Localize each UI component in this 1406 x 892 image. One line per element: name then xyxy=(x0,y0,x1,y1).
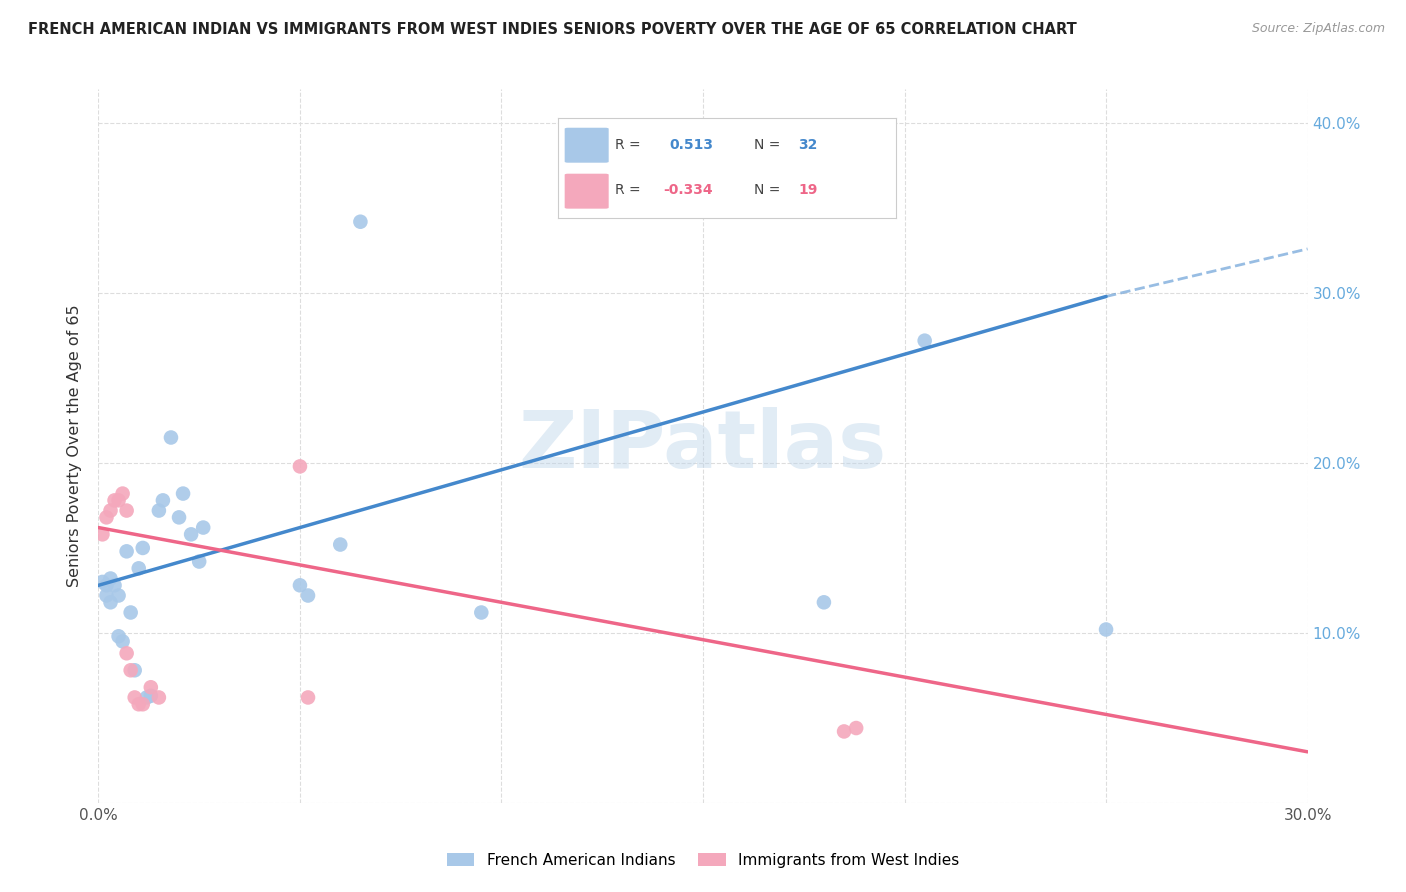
Point xyxy=(91,527,114,541)
Point xyxy=(132,698,155,712)
Point xyxy=(120,606,142,620)
Point xyxy=(193,520,215,534)
Point xyxy=(139,689,162,703)
Point xyxy=(128,561,150,575)
Point xyxy=(107,493,129,508)
Text: ZIPatlas: ZIPatlas xyxy=(519,407,887,485)
Point xyxy=(148,503,170,517)
Legend: French American Indians, Immigrants from West Indies: French American Indians, Immigrants from… xyxy=(439,845,967,875)
Point xyxy=(96,578,118,592)
Point xyxy=(96,589,118,603)
Point xyxy=(96,510,118,524)
Point xyxy=(135,690,157,705)
Point xyxy=(160,430,183,444)
Point xyxy=(167,510,190,524)
Point xyxy=(100,595,122,609)
Point xyxy=(132,541,155,555)
Point xyxy=(470,606,492,620)
Point xyxy=(120,663,142,677)
Point xyxy=(288,459,311,474)
Point xyxy=(103,578,125,592)
Point xyxy=(115,544,138,558)
Point xyxy=(100,572,122,586)
Point xyxy=(128,698,150,712)
Point xyxy=(107,629,129,643)
Point xyxy=(188,555,211,569)
Point xyxy=(297,690,319,705)
Point xyxy=(103,493,125,508)
Point xyxy=(100,503,122,517)
Point xyxy=(115,503,138,517)
Y-axis label: Seniors Poverty Over the Age of 65: Seniors Poverty Over the Age of 65 xyxy=(67,305,83,587)
Text: FRENCH AMERICAN INDIAN VS IMMIGRANTS FROM WEST INDIES SENIORS POVERTY OVER THE A: FRENCH AMERICAN INDIAN VS IMMIGRANTS FRO… xyxy=(28,22,1077,37)
Point xyxy=(288,578,311,592)
Point xyxy=(845,721,868,735)
Point xyxy=(349,215,371,229)
Point xyxy=(1095,623,1118,637)
Point xyxy=(107,589,129,603)
Point xyxy=(832,724,855,739)
Text: Source: ZipAtlas.com: Source: ZipAtlas.com xyxy=(1251,22,1385,36)
Point xyxy=(180,527,202,541)
Point xyxy=(148,690,170,705)
Point xyxy=(124,663,146,677)
Point xyxy=(297,589,319,603)
Point xyxy=(860,193,883,207)
Point xyxy=(152,493,174,508)
Point xyxy=(111,486,134,500)
Point xyxy=(914,334,936,348)
Point xyxy=(139,680,162,694)
Point xyxy=(115,646,138,660)
Point xyxy=(172,486,194,500)
Point xyxy=(813,595,835,609)
Point xyxy=(91,574,114,589)
Point xyxy=(124,690,146,705)
Point xyxy=(111,634,134,648)
Point xyxy=(329,537,352,551)
